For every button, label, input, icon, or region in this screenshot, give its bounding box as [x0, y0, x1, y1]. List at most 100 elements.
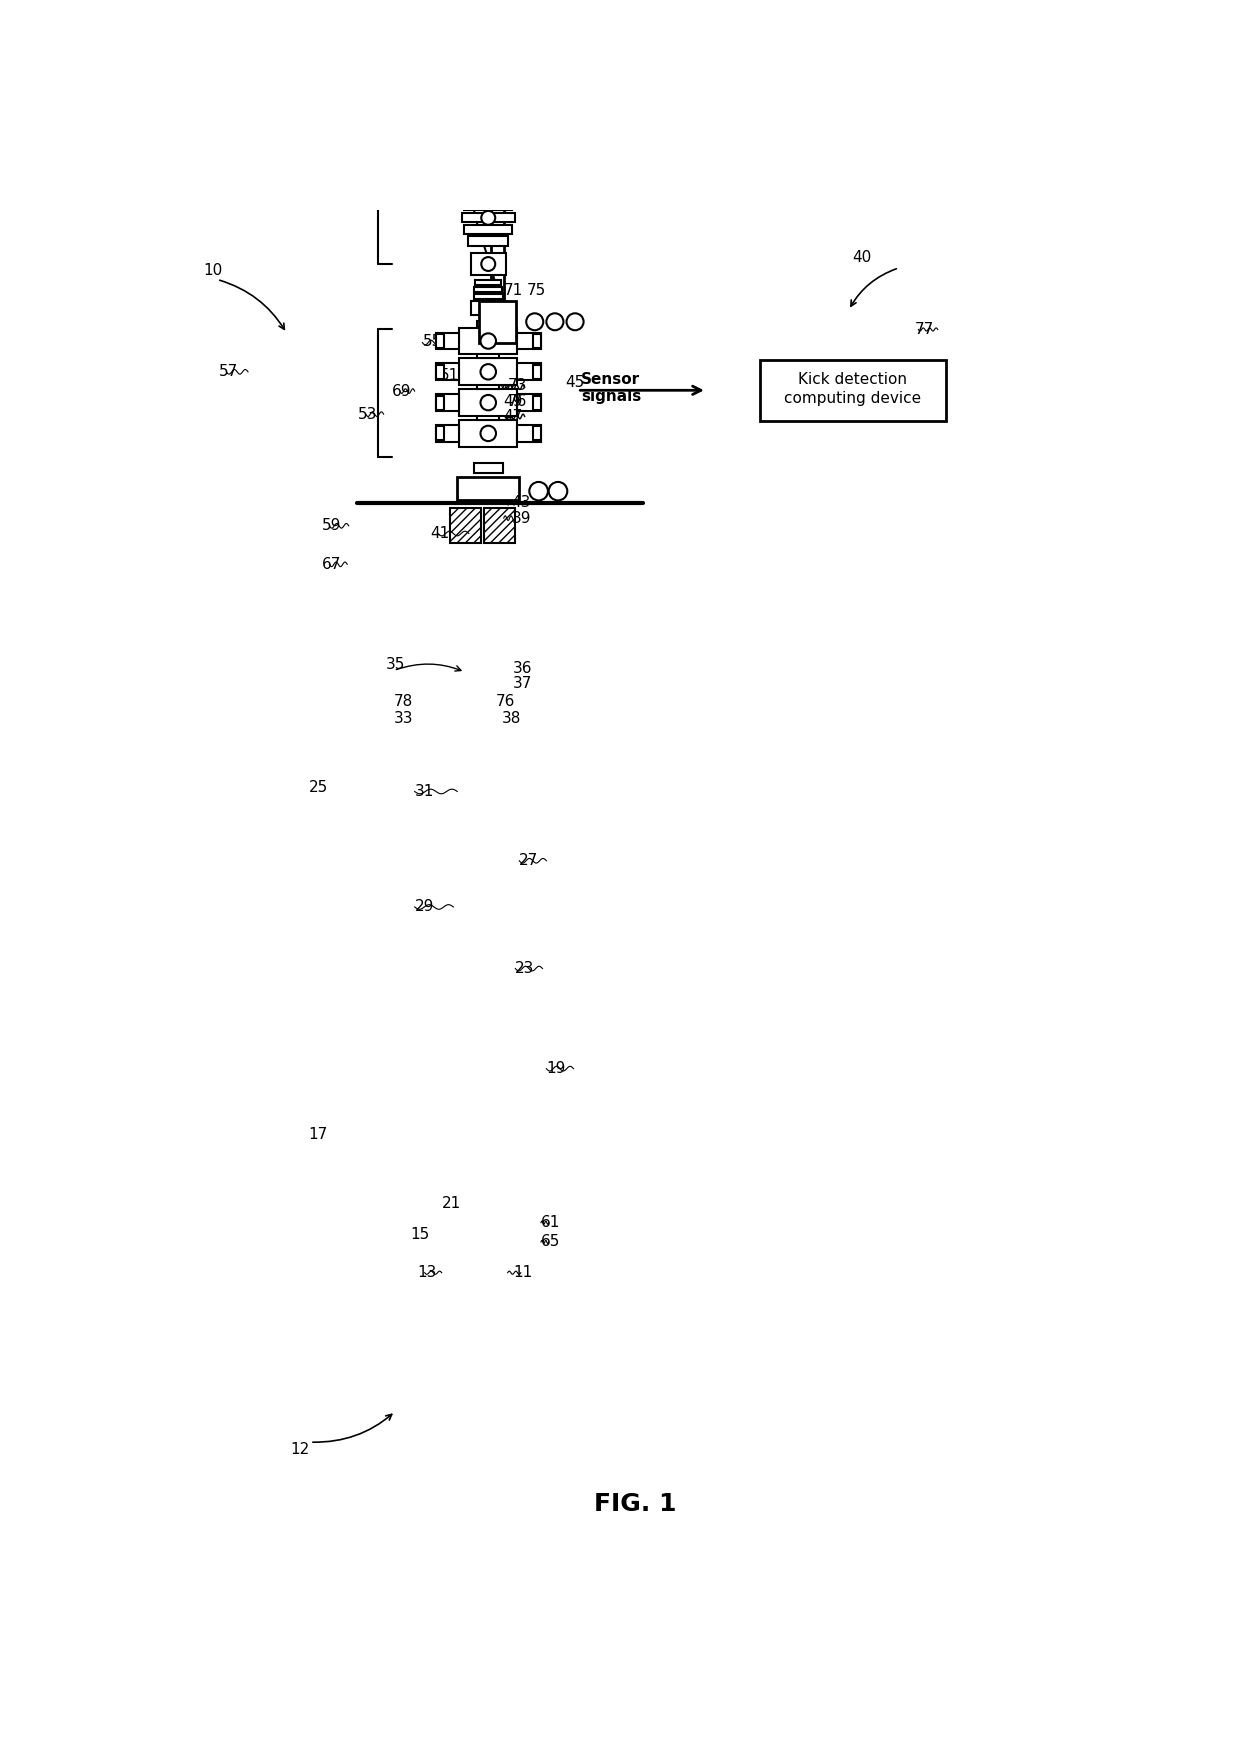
- Text: 69: 69: [392, 383, 412, 399]
- Bar: [465, 151, 511, 159]
- Text: 75: 75: [527, 284, 547, 298]
- Text: 71: 71: [503, 284, 523, 298]
- Text: 17: 17: [309, 1126, 327, 1142]
- Bar: [533, 334, 541, 348]
- Bar: [480, 89, 497, 93]
- Bar: [459, 327, 517, 354]
- Bar: [470, 133, 507, 140]
- Circle shape: [549, 482, 567, 501]
- Text: Kick detection: Kick detection: [799, 371, 906, 387]
- Ellipse shape: [481, 364, 496, 380]
- Bar: [517, 364, 541, 380]
- Text: 21: 21: [441, 1196, 461, 1212]
- Bar: [463, 214, 515, 222]
- Bar: [479, 301, 516, 343]
- Text: 10: 10: [203, 263, 222, 278]
- Text: 49: 49: [503, 394, 523, 408]
- Bar: [459, 420, 517, 447]
- Bar: [471, 301, 506, 315]
- Text: 39: 39: [511, 511, 531, 525]
- Text: 23: 23: [516, 961, 534, 975]
- Bar: [476, 98, 501, 107]
- Circle shape: [567, 313, 584, 331]
- Text: computing device: computing device: [784, 390, 921, 406]
- Ellipse shape: [481, 396, 496, 410]
- Bar: [472, 107, 503, 121]
- Bar: [474, 294, 503, 299]
- Bar: [436, 364, 459, 380]
- Bar: [436, 364, 444, 378]
- Text: 11: 11: [513, 1266, 532, 1280]
- Text: signals: signals: [582, 389, 641, 404]
- Bar: [475, 280, 501, 285]
- Text: 27: 27: [520, 853, 538, 868]
- Bar: [533, 427, 541, 440]
- Text: 37: 37: [513, 676, 532, 692]
- Text: 76: 76: [496, 693, 516, 709]
- Bar: [477, 383, 498, 389]
- Bar: [464, 203, 512, 210]
- Text: 78: 78: [394, 693, 413, 709]
- Bar: [759, 359, 945, 420]
- Text: 61: 61: [541, 1215, 560, 1231]
- Bar: [436, 334, 444, 348]
- Bar: [476, 44, 500, 53]
- Text: 45: 45: [565, 375, 585, 390]
- Bar: [471, 254, 506, 275]
- Ellipse shape: [481, 257, 495, 271]
- Bar: [470, 0, 507, 44]
- Bar: [459, 359, 517, 385]
- Text: 53: 53: [358, 406, 377, 422]
- Circle shape: [529, 482, 548, 501]
- Bar: [458, 478, 520, 501]
- Text: 47: 47: [503, 410, 523, 424]
- Bar: [474, 462, 503, 473]
- Text: 13: 13: [417, 1266, 436, 1280]
- Text: 40: 40: [853, 250, 872, 266]
- Text: 38: 38: [502, 711, 522, 727]
- Circle shape: [315, 18, 327, 30]
- Bar: [467, 142, 510, 149]
- Text: 31: 31: [414, 784, 434, 798]
- Bar: [517, 333, 541, 350]
- Text: 73: 73: [507, 378, 527, 394]
- Bar: [477, 352, 498, 357]
- Text: 77: 77: [915, 322, 934, 336]
- Text: 59: 59: [321, 518, 341, 534]
- Bar: [517, 425, 541, 441]
- Text: 19: 19: [547, 1061, 565, 1077]
- Text: 33: 33: [394, 711, 413, 727]
- Circle shape: [547, 313, 563, 331]
- Bar: [469, 193, 508, 200]
- Text: 29: 29: [414, 900, 434, 914]
- Bar: [436, 396, 444, 410]
- Bar: [517, 394, 541, 411]
- Text: 67: 67: [321, 557, 341, 573]
- Bar: [469, 236, 508, 245]
- Bar: [477, 413, 498, 420]
- Bar: [474, 54, 503, 67]
- Text: 35: 35: [386, 657, 405, 672]
- Bar: [485, 508, 516, 543]
- Bar: [436, 425, 459, 441]
- Bar: [436, 394, 459, 411]
- Bar: [449, 508, 481, 543]
- Bar: [480, 93, 497, 96]
- Bar: [480, 82, 497, 84]
- Text: Sensor: Sensor: [582, 371, 640, 387]
- Text: 12: 12: [290, 1443, 310, 1457]
- Bar: [436, 333, 459, 350]
- Text: 65: 65: [541, 1234, 560, 1250]
- Bar: [480, 86, 497, 89]
- Text: FIG. 1: FIG. 1: [594, 1492, 677, 1516]
- Ellipse shape: [481, 333, 496, 348]
- Circle shape: [321, 0, 345, 19]
- Bar: [533, 364, 541, 378]
- Bar: [474, 287, 502, 292]
- Ellipse shape: [481, 425, 496, 441]
- Text: 55: 55: [423, 333, 441, 348]
- Text: 25: 25: [309, 781, 327, 795]
- Bar: [533, 396, 541, 410]
- Text: 51: 51: [440, 368, 460, 383]
- Bar: [464, 224, 512, 235]
